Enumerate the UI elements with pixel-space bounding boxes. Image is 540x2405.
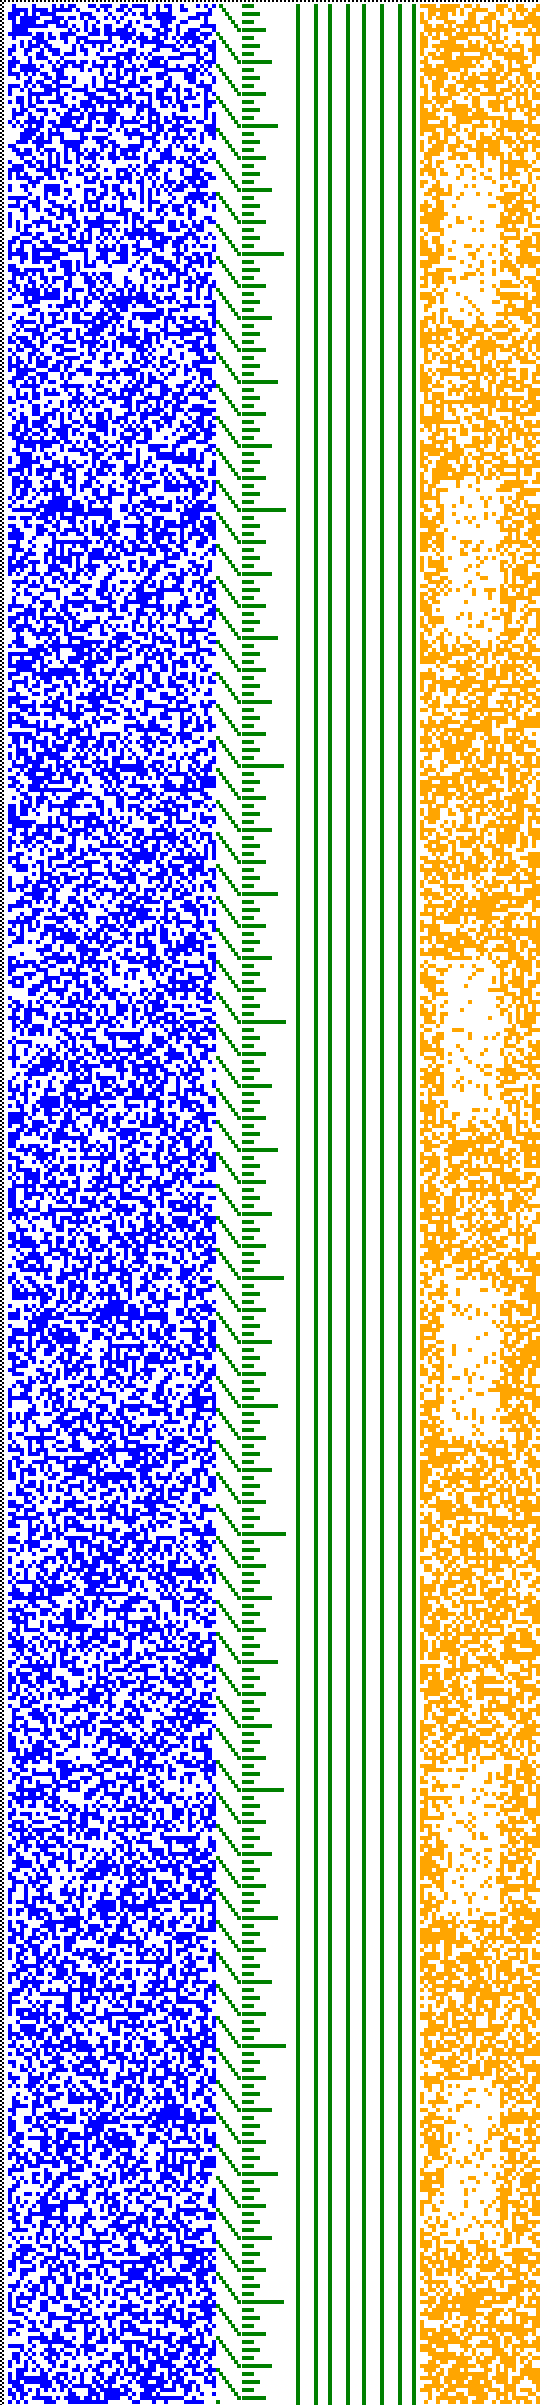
green-staircase-region xyxy=(216,4,286,2404)
top-dotted-border xyxy=(0,0,538,2)
orange-noise-region xyxy=(420,4,540,2404)
green-stripes-region xyxy=(296,4,416,2405)
left-dotted-border xyxy=(0,0,4,2405)
blue-noise-region xyxy=(8,4,216,2404)
